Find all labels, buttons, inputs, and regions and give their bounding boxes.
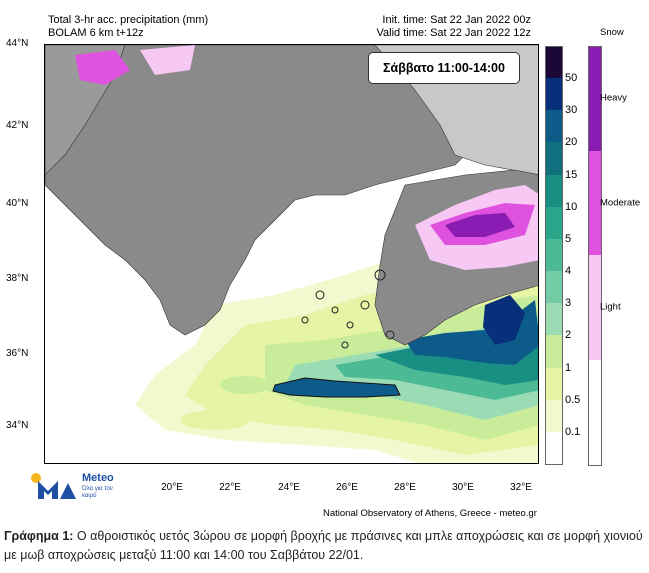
snow-legend-title: Snow (600, 27, 624, 38)
map-canvas (45, 45, 538, 463)
init-time: Init. time: Sat 22 Jan 2022 00z (382, 14, 531, 26)
rain-colorbar-segment (545, 110, 563, 143)
rain-level-label: 0.1 (565, 425, 581, 438)
rain-level-label: 1 (565, 361, 572, 374)
caption-text: Ο αθροιστικός υετός 3ώρου σε μορφή βροχή… (4, 529, 643, 562)
snow-heavy-area (445, 213, 515, 237)
rain-colorbar-segment (545, 431, 563, 466)
snow-adriatic (75, 50, 130, 85)
rain-colorbar-segment (545, 78, 563, 111)
logo-name: Meteo (82, 472, 114, 484)
meteo-logo (31, 473, 76, 499)
rain-level-label: 50 (565, 72, 578, 85)
logo-tagline: Όλα για τον καιρό (82, 486, 113, 499)
figure-caption: Γράφημα 1: Ο αθροιστικός υετός 3ώρου σε … (4, 527, 647, 565)
lon-label: 30°E (452, 482, 474, 493)
credit-text: National Observatory of Athens, Greece -… (323, 508, 537, 519)
caption-label: Γράφημα 1: (4, 529, 74, 543)
lat-label: 36°N (6, 348, 29, 359)
rain-colorbar-segment (545, 367, 563, 401)
chart-title: Total 3-hr acc. precipitation (mm) (48, 14, 209, 26)
lat-label: 44°N (6, 38, 29, 49)
rain-colorbar-segment (545, 46, 563, 80)
lon-label: 24°E (278, 482, 300, 493)
rain-20-area (405, 300, 538, 365)
chart-header-left: Total 3-hr acc. precipitation (mm) BOLAM… (48, 14, 208, 40)
rain-colorbar-segment (545, 335, 563, 369)
time-window-label: Σάββατο 11:00-14:00 (368, 52, 520, 84)
lat-label: 42°N (6, 120, 29, 131)
crete-island (272, 377, 401, 398)
snow-colorbar-segment (588, 359, 602, 466)
lat-label: 38°N (6, 273, 29, 284)
snow-colorbar-segment (588, 150, 602, 256)
rain-level-label: 5 (565, 232, 572, 245)
rain-level-label: 20 (565, 136, 578, 149)
rain-level-label: 30 (565, 104, 578, 117)
snow-level-label: Moderate (600, 197, 641, 209)
lat-label: 34°N (6, 420, 29, 431)
rain-30-area (483, 295, 525, 345)
valid-time: Valid time: Sat 22 Jan 2022 12z (376, 27, 531, 39)
lon-label: 28°E (394, 482, 416, 493)
rain-colorbar-segment (545, 399, 563, 433)
chart-header-right: Init. time: Sat 22 Jan 2022 00z Valid ti… (376, 14, 531, 40)
aegean-islands (301, 269, 395, 349)
rain-colorbar-segment (545, 142, 563, 176)
snow-colorbar-segment (588, 255, 602, 360)
rain-level-label: 15 (565, 168, 578, 181)
rain-patch-west (220, 376, 270, 394)
rain-level-label: 4 (565, 265, 572, 278)
rain-level-label: 3 (565, 297, 572, 310)
rain-level-label: 2 (565, 329, 572, 342)
rain-level-label: 10 (565, 200, 578, 213)
rain-patch-south (180, 410, 250, 430)
snow-level-label: Heavy (600, 92, 627, 104)
rain-colorbar-segment (545, 238, 563, 272)
lon-label: 20°E (161, 482, 183, 493)
lon-label: 26°E (336, 482, 358, 493)
lon-label: 32°E (510, 482, 532, 493)
model-label: BOLAM 6 km t+12z (48, 27, 144, 39)
snow-north (140, 45, 195, 75)
rain-colorbar-segment (545, 174, 563, 208)
rain-colorbar-segment (545, 271, 563, 304)
rain-colorbar-segment (545, 303, 563, 336)
rain-colorbar-segment (545, 206, 563, 240)
snow-colorbar-segment (588, 46, 602, 152)
precipitation-map (44, 44, 539, 464)
rain-level-label: 0.5 (565, 393, 581, 406)
snow-level-label: Light (600, 301, 621, 313)
lon-label: 22°E (219, 482, 241, 493)
lat-label: 40°N (6, 198, 29, 209)
